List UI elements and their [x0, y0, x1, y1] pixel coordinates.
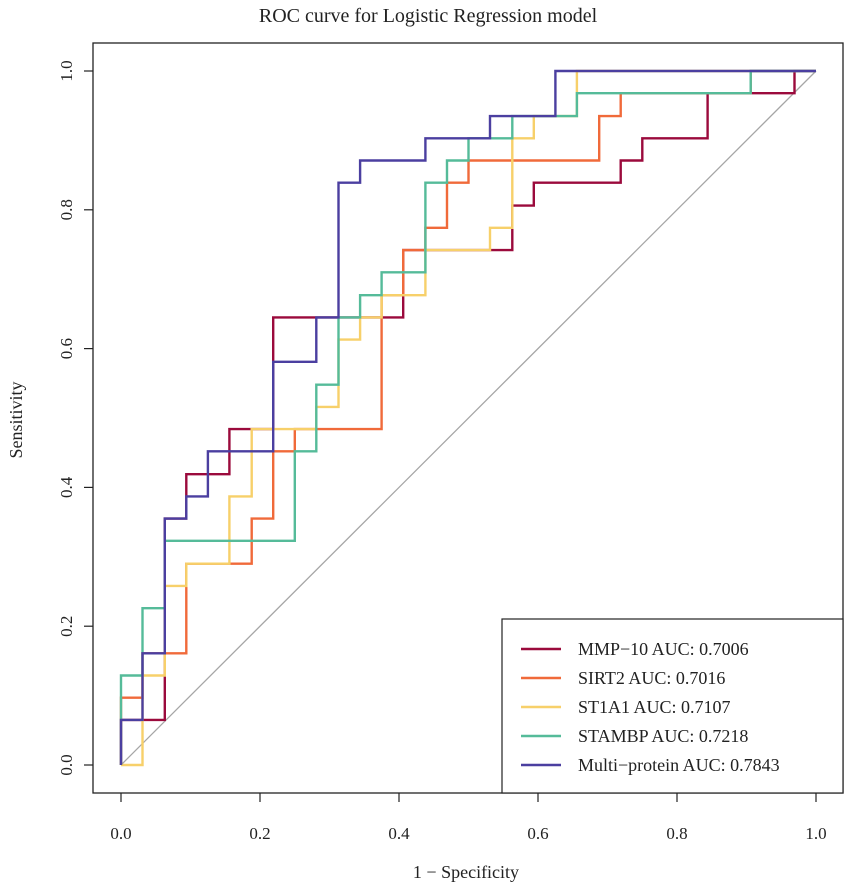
- y-axis-label: Sensitivity: [6, 381, 26, 458]
- legend-label-2: SIRT2 AUC: 0.7016: [578, 668, 725, 688]
- y-tick-label: 0.2: [57, 616, 76, 637]
- y-tick-label: 1.0: [57, 60, 76, 81]
- plot-frame: [92, 42, 844, 794]
- y-tick-label: 0.0: [57, 754, 76, 775]
- x-tick-label: 0.0: [110, 824, 131, 843]
- x-tick-label: 0.2: [249, 824, 270, 843]
- x-tick-label: 0.8: [666, 824, 687, 843]
- x-axis-label: 1 − Specificity: [413, 862, 519, 882]
- legend-label-1: MMP−10 AUC: 0.7006: [578, 639, 749, 659]
- y-tick-label: 0.8: [57, 199, 76, 220]
- legend-label-4: STAMBP AUC: 0.7218: [578, 726, 748, 746]
- chart-title: ROC curve for Logistic Regression model: [259, 5, 598, 27]
- legend: MMP−10 AUC: 0.7006 SIRT2 AUC: 0.7016 ST1A1…: [501, 618, 844, 794]
- roc-series-line-5: [119, 69, 816, 765]
- roc-series-line-3: [121, 69, 816, 767]
- x-tick-label: 1.0: [805, 824, 826, 843]
- x-tick-label: 0.4: [388, 824, 410, 843]
- reference-diagonal: [120, 70, 817, 766]
- y-tick-label: 0.4: [57, 476, 76, 498]
- legend-label-5: Multi−protein AUC: 0.7843: [578, 755, 780, 775]
- y-tick-label: 0.6: [57, 338, 76, 359]
- legend-label-3: ST1A1 AUC: 0.7107: [578, 697, 731, 717]
- x-tick-label: 0.6: [527, 824, 548, 843]
